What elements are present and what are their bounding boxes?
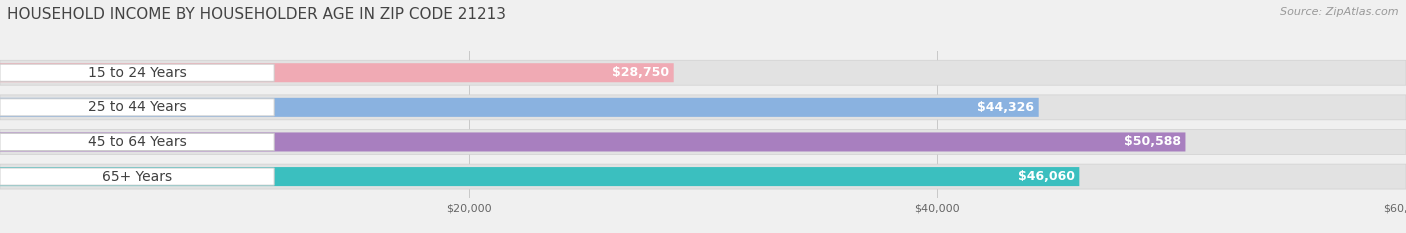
FancyBboxPatch shape xyxy=(0,99,274,116)
Text: HOUSEHOLD INCOME BY HOUSEHOLDER AGE IN ZIP CODE 21213: HOUSEHOLD INCOME BY HOUSEHOLDER AGE IN Z… xyxy=(7,7,506,22)
FancyBboxPatch shape xyxy=(0,168,274,185)
Text: $46,060: $46,060 xyxy=(1018,170,1076,183)
FancyBboxPatch shape xyxy=(0,167,1080,186)
FancyBboxPatch shape xyxy=(0,130,1406,154)
FancyBboxPatch shape xyxy=(0,98,1039,117)
Text: $44,326: $44,326 xyxy=(977,101,1035,114)
Text: $28,750: $28,750 xyxy=(613,66,669,79)
FancyBboxPatch shape xyxy=(0,132,1185,151)
Text: 25 to 44 Years: 25 to 44 Years xyxy=(87,100,187,114)
Text: 65+ Years: 65+ Years xyxy=(103,170,172,184)
FancyBboxPatch shape xyxy=(0,164,1406,189)
Text: 45 to 64 Years: 45 to 64 Years xyxy=(87,135,187,149)
FancyBboxPatch shape xyxy=(0,63,673,82)
Text: Source: ZipAtlas.com: Source: ZipAtlas.com xyxy=(1281,7,1399,17)
Text: 15 to 24 Years: 15 to 24 Years xyxy=(87,66,187,80)
FancyBboxPatch shape xyxy=(0,60,1406,85)
FancyBboxPatch shape xyxy=(0,134,274,151)
FancyBboxPatch shape xyxy=(0,64,274,81)
FancyBboxPatch shape xyxy=(0,95,1406,120)
Text: $50,588: $50,588 xyxy=(1125,135,1181,148)
